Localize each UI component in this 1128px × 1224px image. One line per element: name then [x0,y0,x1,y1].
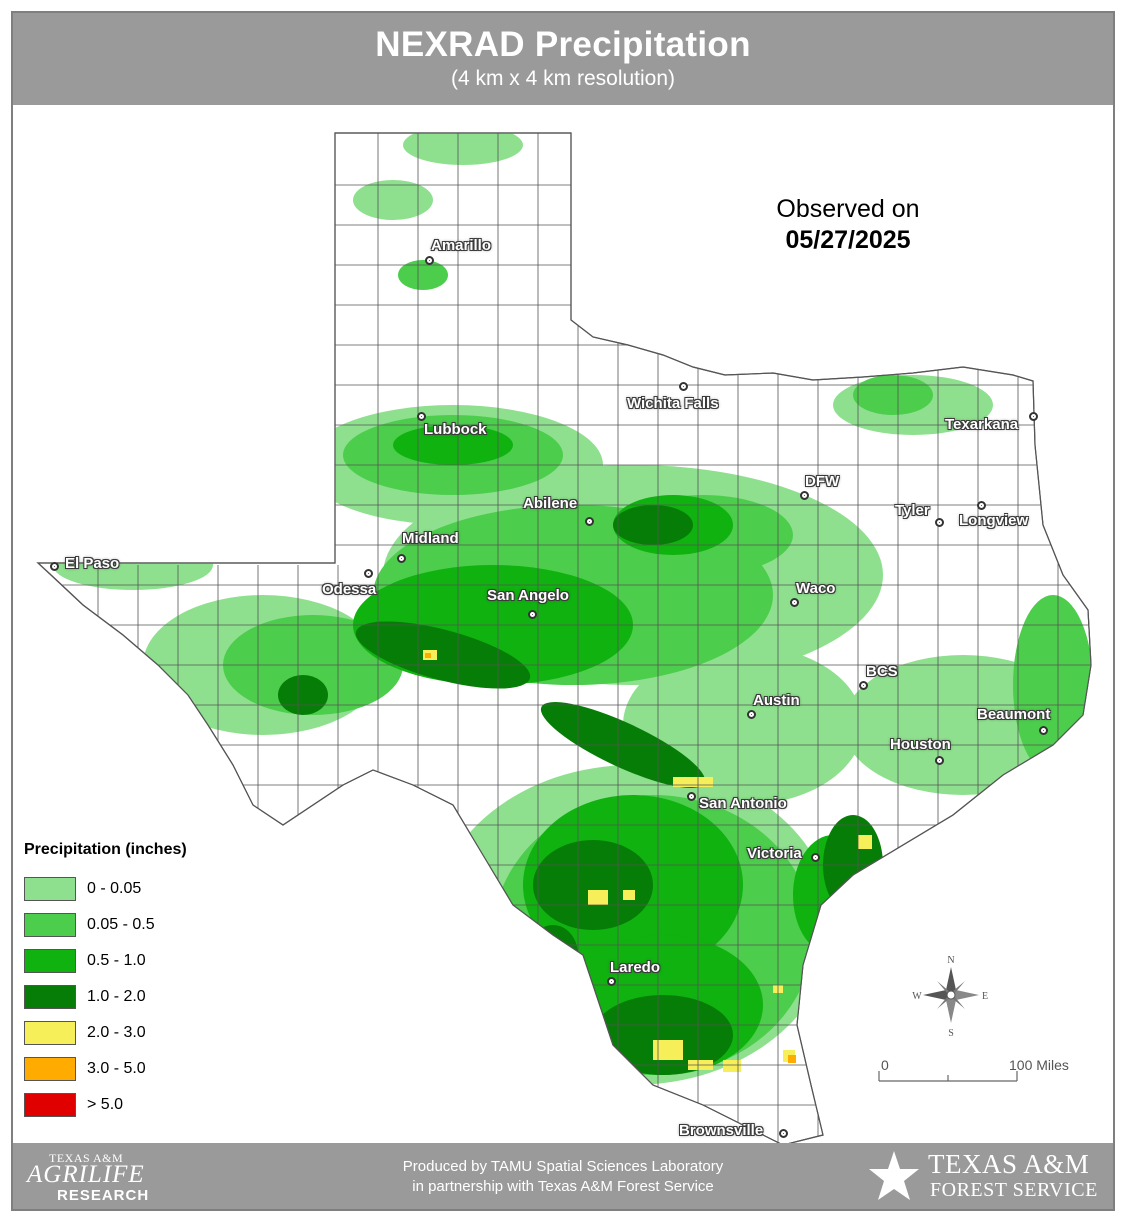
agrilife-research-logo: TEXAS A&M AGRILIFE RESEARCH [27,1149,177,1204]
city-dot [687,792,696,801]
city-brownsville: Brownsville [679,1122,764,1139]
city-tyler: Tyler [895,502,930,519]
legend-label: 2.0 - 3.0 [87,1024,146,1041]
legend-item: 3.0 - 5.0 [24,1057,244,1093]
header-bar: NEXRAD Precipitation (4 km x 4 km resolu… [13,13,1113,105]
compass-s: S [948,1028,954,1039]
observed-date-block: Observed on 05/27/2025 [748,195,948,255]
city-houston: Houston [890,736,951,753]
legend-swatch [24,1057,76,1081]
city-victoria: Victoria [747,845,802,862]
tfs-logo-line2: FOREST SERVICE [930,1179,1098,1201]
city-dot [977,501,986,510]
city-longview: Longview [959,512,1029,529]
city-odessa: Odessa [322,581,377,598]
observed-date: 05/27/2025 [785,226,911,254]
city-dot [364,569,373,578]
city-dot [935,756,944,765]
city-dot [679,382,688,391]
city-dot [811,853,820,862]
agrilife-logo-line1: TEXAS A&M [49,1151,124,1165]
city-dot [50,562,59,571]
city-lubbock: Lubbock [424,421,487,438]
legend-title: Precipitation (inches) [24,841,187,858]
legend-label: 0.05 - 0.5 [87,916,155,933]
city-san-angelo: San Angelo [487,587,569,604]
legend-swatch [24,949,76,973]
legend-label: 0.5 - 1.0 [87,952,146,969]
city-beaumont: Beaumont [977,706,1051,723]
compass-n: N [947,955,954,966]
map-subtitle: (4 km x 4 km resolution) [450,67,676,90]
legend-item: 0 - 0.05 [24,877,244,913]
city-midland: Midland [402,530,459,547]
city-san-antonio: San Antonio [699,795,787,812]
credits: Produced by TAMU Spatial Sciences Labora… [13,1157,1113,1197]
texas-am-forest-service-logo: TEXAS A&M FOREST SERVICE [866,1147,1101,1205]
scale-bar [878,1071,1018,1082]
city-dot [800,491,809,500]
observed-label: Observed on [776,195,920,223]
legend-swatch [24,1021,76,1045]
city-dot [607,977,616,986]
legend-swatch [24,985,76,1009]
agrilife-logo-line2: AGRILIFE [27,1161,145,1188]
city-austin: Austin [753,692,800,709]
city-dot [425,256,434,265]
legend-item: 0.05 - 0.5 [24,913,244,949]
tfs-logo-line1: TEXAS A&M [928,1149,1090,1179]
legend-label: 3.0 - 5.0 [87,1060,146,1077]
scale-end: 100 Miles [1009,1057,1069,1073]
precip-over-5 [866,909,872,917]
compass-e: E [982,991,988,1002]
city-dot [935,518,944,527]
legend-label: 1.0 - 2.0 [87,988,146,1005]
city-el-paso: El Paso [65,555,120,572]
star-icon [869,1151,919,1200]
compass-icon: N S E W [912,955,988,1039]
city-dot [779,1129,788,1138]
city-wichita-falls: Wichita Falls [627,395,719,412]
legend-swatch [24,1093,76,1117]
legend-label: 0 - 0.05 [87,880,142,897]
compass-w: W [912,991,922,1002]
city-dot [747,710,756,719]
scale-labels: 0 100 Miles [873,1055,1083,1095]
city-texarkana: Texarkana [945,416,1019,433]
city-waco: Waco [796,580,836,597]
footer-bar: TEXAS A&M AGRILIFE RESEARCH Produced by … [13,1143,1113,1209]
city-laredo: Laredo [610,959,661,976]
city-dot [1029,412,1038,421]
city-dot [528,610,537,619]
legend-item: > 5.0 [24,1093,244,1129]
city-dot [1039,726,1048,735]
credits-line2: in partnership with Texas A&M Forest Ser… [412,1178,714,1195]
city-dfw: DFW [805,473,840,490]
scale-start: 0 [881,1057,889,1073]
city-abilene: Abilene [523,495,578,512]
legend-swatch [24,913,76,937]
city-dot [790,598,799,607]
city-dot [417,412,426,421]
agrilife-logo-line3: RESEARCH [57,1187,150,1204]
city-bcs: BCS [866,663,898,680]
map-title: NEXRAD Precipitation [375,25,751,64]
credits-line1: Produced by TAMU Spatial Sciences Labora… [402,1158,724,1175]
texas-map: N S E W [37,132,1092,1146]
city-dot [397,554,406,563]
map-frame: NEXRAD Precipitation (4 km x 4 km resolu… [11,11,1115,1211]
city-dot [859,681,868,690]
legend: Precipitation (inches) 0 - 0.05 0.05 - 0… [24,841,244,1129]
legend-item: 1.0 - 2.0 [24,985,244,1021]
legend-item: 0.5 - 1.0 [24,949,244,985]
legend-label: > 5.0 [87,1096,124,1113]
legend-item: 2.0 - 3.0 [24,1021,244,1057]
city-amarillo: Amarillo [431,237,492,254]
legend-swatch [24,877,76,901]
city-dot [585,517,594,526]
map-area: N S E W Observed on 05/27/2025 Amarillo … [13,105,1113,1147]
